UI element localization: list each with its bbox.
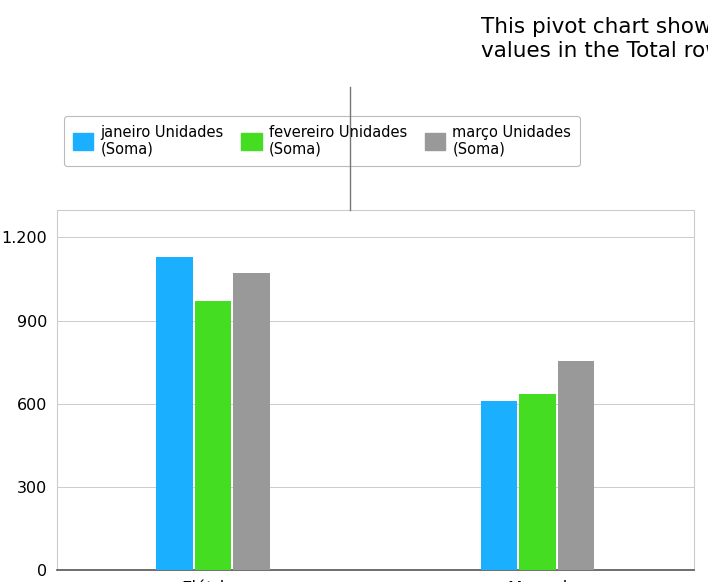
Bar xyxy=(233,274,270,570)
Legend: janeiro Unidades
(Soma), fevereiro Unidades
(Soma), março Unidades
(Soma): janeiro Unidades (Soma), fevereiro Unida… xyxy=(64,116,580,166)
Bar xyxy=(558,361,595,570)
Bar xyxy=(195,301,231,570)
Bar xyxy=(481,401,518,570)
Bar xyxy=(520,394,556,570)
Bar xyxy=(156,257,193,570)
Text: This pivot chart shows the
values in the Total rows.: This pivot chart shows the values in the… xyxy=(481,17,708,61)
